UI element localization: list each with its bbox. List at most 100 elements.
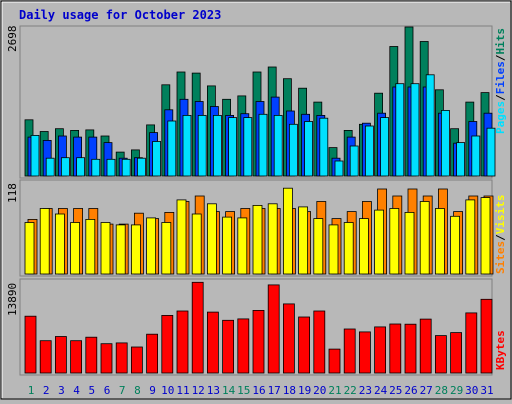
x-tick-label: 20 [313, 384, 326, 397]
visits-bar [237, 217, 248, 275]
legend-sep: / [494, 234, 507, 241]
visits-bar [450, 215, 461, 275]
visits-bar [328, 224, 339, 275]
x-tick-label: 16 [252, 384, 265, 397]
visits-bar [480, 197, 491, 275]
hits-panel-legend: Pages/Files/Hits [494, 28, 507, 134]
kbytes-bar [343, 328, 356, 374]
x-tick-label: 28 [435, 384, 448, 397]
pages-bar [76, 157, 85, 177]
visits-bar [206, 203, 217, 275]
kbytes-bar [328, 348, 341, 374]
kbytes-bar [70, 340, 82, 374]
visits-bar [130, 224, 141, 275]
pages-bar [364, 125, 374, 177]
pages-bar [273, 115, 283, 177]
x-tick-label: 15 [237, 384, 250, 397]
x-tick-label: 19 [298, 384, 311, 397]
visits-bar [404, 211, 415, 275]
x-tick-label: 24 [374, 384, 388, 397]
kbytes-bar [24, 315, 37, 374]
pages-bar [121, 158, 131, 177]
visits-bar [85, 218, 96, 275]
kbytes-bar [191, 281, 204, 374]
pages-bar [349, 145, 359, 177]
x-tick-label: 21 [328, 384, 341, 397]
visits-bar [191, 213, 202, 275]
x-tick-label: 8 [134, 384, 141, 397]
kbytes-bar [206, 311, 219, 374]
x-tick-label: 27 [420, 384, 433, 397]
legend-sep: / [494, 94, 507, 101]
visits-bar [100, 222, 111, 275]
visits-bar [389, 208, 400, 275]
x-tick-label: 25 [389, 384, 402, 397]
kbytes-bar [100, 343, 113, 374]
x-tick-label: 14 [222, 384, 236, 397]
pages-bar [197, 115, 207, 177]
legend-kbytes: KBytes [494, 330, 507, 370]
legend-files: Files [494, 61, 507, 94]
pages-bar [304, 121, 314, 177]
x-tick-label: 18 [283, 384, 296, 397]
kbytes-bar [55, 336, 67, 374]
x-tick-label: 30 [465, 384, 478, 397]
kbytes-panel-max-label: 13890 [6, 283, 19, 316]
kbytes-bar [85, 336, 98, 374]
bars-layer [24, 26, 496, 374]
visits-bar [176, 199, 187, 275]
kbytes-bar [267, 284, 280, 374]
pages-bar [91, 158, 101, 177]
visits-bar [161, 222, 172, 275]
kbytes-bar [450, 332, 463, 374]
pages-bar [471, 135, 481, 177]
x-tick-label: 2 [43, 384, 50, 397]
visits-bar [222, 216, 233, 275]
visits-bar [282, 187, 293, 275]
pages-bar [106, 158, 116, 177]
x-tick-label: 13 [207, 384, 220, 397]
pages-bar [456, 142, 466, 177]
kbytes-bar [176, 310, 189, 374]
visits-bar [465, 199, 476, 275]
visits-panel-legend: Sites/Visits [494, 195, 507, 275]
x-tick-label: 23 [359, 384, 372, 397]
kbytes-bar [298, 316, 311, 374]
visits-bar [55, 213, 65, 275]
pages-bar [425, 74, 435, 177]
pages-bar [319, 117, 329, 177]
kbytes-bar [161, 314, 174, 374]
legend-sites: Sites [494, 241, 507, 274]
visits-bar [70, 222, 80, 275]
visits-panel-max-label: 118 [6, 183, 19, 203]
kbytes-bar [252, 309, 265, 374]
pages-bar [212, 115, 222, 177]
kbytes-bar [39, 340, 52, 374]
visits-bar [434, 208, 445, 275]
kbytes-bar [465, 312, 478, 374]
pages-bar [334, 160, 344, 177]
pages-bar [167, 120, 177, 177]
visits-bar [358, 218, 369, 275]
x-axis-labels: 1 2 3 4 5 6 7 8 9 10 11 12 13 14 15 16 17 18 19 20 21 22 23 24 2… [28, 384, 494, 397]
pages-bar [380, 117, 390, 177]
kbytes-bar [480, 298, 493, 374]
x-tick-label: 22 [344, 384, 357, 397]
legend-pages: Pages [494, 101, 507, 134]
kbytes-bar [419, 318, 432, 374]
x-tick-label: 26 [404, 384, 417, 397]
kbytes-bar [313, 310, 326, 374]
pages-bar [61, 157, 70, 177]
kbytes-bar [222, 319, 235, 374]
x-tick-label: 3 [58, 384, 65, 397]
x-tick-label: 4 [73, 384, 80, 397]
x-tick-label: 9 [149, 384, 156, 397]
pages-bar [486, 127, 496, 177]
x-tick-label: 7 [119, 384, 126, 397]
visits-bar [39, 208, 50, 275]
x-tick-label: 31 [480, 384, 493, 397]
legend-sep: / [494, 54, 507, 61]
hits-panel-max-label: 2698 [6, 26, 19, 53]
pages-bar [288, 123, 298, 177]
visits-bar [313, 218, 324, 275]
